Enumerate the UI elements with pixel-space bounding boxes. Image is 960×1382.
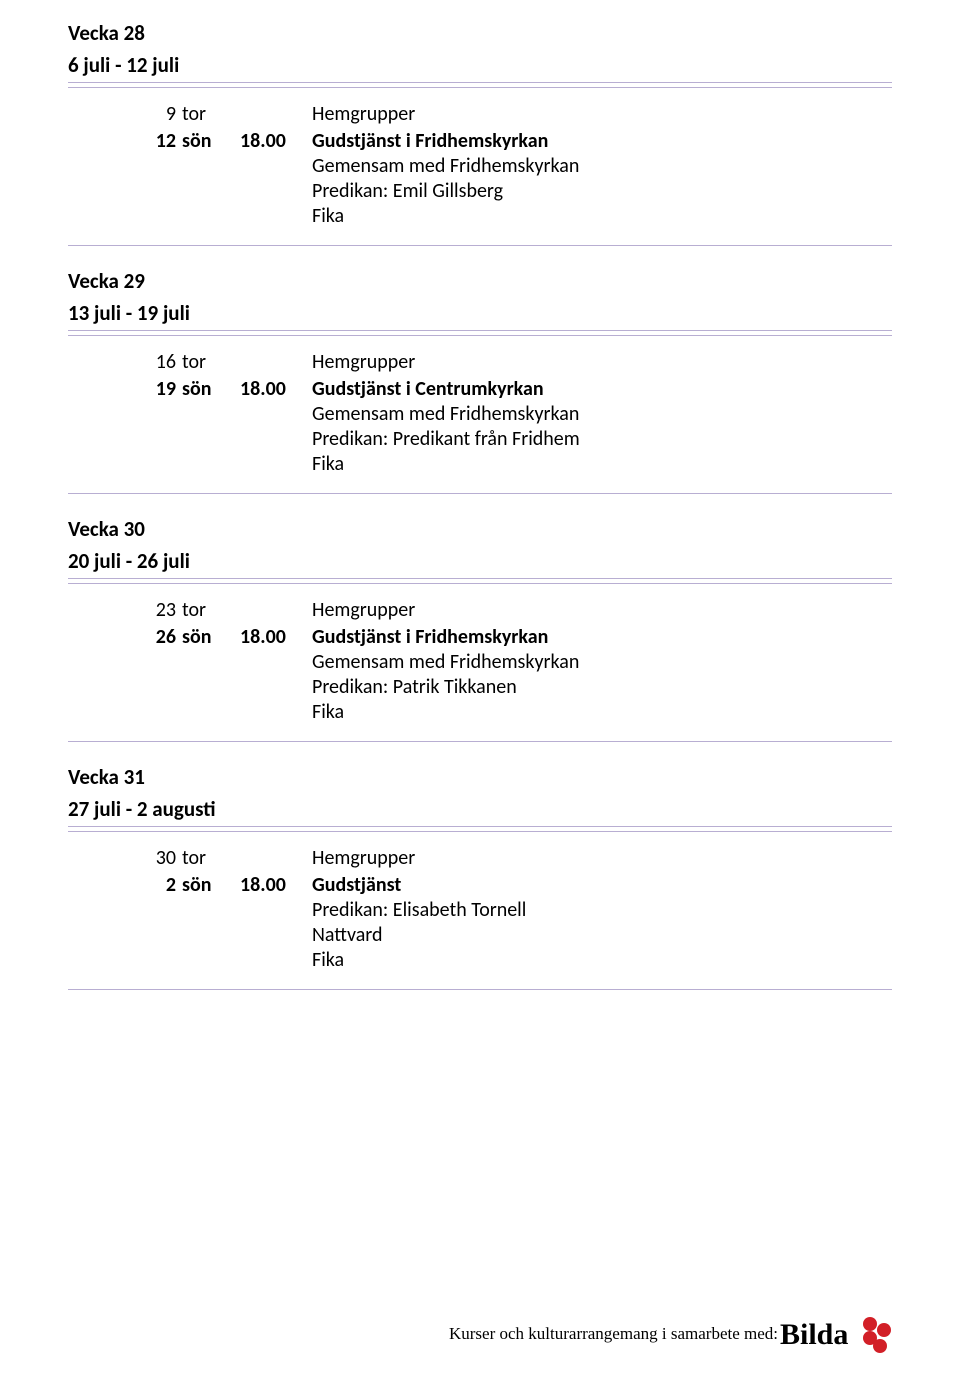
entry-row: 30tor Hemgrupper [140, 846, 892, 871]
description: GudstjänstPredikan: Elisabeth TornellNat… [312, 873, 526, 973]
entry-line: Predikan: Elisabeth Tornell [312, 898, 526, 923]
entry-title: Gudstjänst i Fridhemskyrkan [312, 625, 579, 650]
day-name: tor [182, 350, 240, 374]
footer-text: Kurser och kulturarrangemang i samarbete… [449, 1324, 778, 1344]
logo-text: Bilda [780, 1318, 848, 1351]
entry-line: Gemensam med Fridhemskyrkan [312, 154, 579, 179]
entries: 9torHemgrupper12sön18.00Gudstjänst i Fri… [68, 96, 892, 237]
time: 18.00 [240, 625, 312, 649]
day-name: sön [182, 625, 240, 649]
week-title: Vecka 30 [68, 516, 892, 542]
week-block: Vecka 29 13 juli - 19 juli 16tor Hemgrupper… [68, 268, 892, 494]
single-rule [68, 493, 892, 494]
entries: 16torHemgrupper19sön18.00Gudstjänst i Ce… [68, 344, 892, 485]
week-block: Vecka 286 juli - 12 juli9torHemgrupper12… [68, 20, 892, 246]
day-number: 23 [140, 598, 182, 622]
entry-title: Gudstjänst [312, 873, 526, 898]
double-rule [68, 578, 892, 584]
week-range: 6 juli - 12 juli [68, 52, 892, 78]
day-number: 12 [140, 129, 182, 153]
entry-title: Hemgrupper [312, 350, 415, 375]
day-name: sön [182, 129, 240, 153]
day-number: 19 [140, 377, 182, 401]
entry-line: Gemensam med Fridhemskyrkan [312, 402, 580, 427]
logo-icon [863, 1317, 891, 1353]
entry-title: Gudstjänst i Centrumkyrkan [312, 377, 580, 402]
day-number: 2 [140, 873, 182, 897]
entry-line: Fika [312, 700, 579, 725]
bilda-logo: Bilda [780, 1314, 892, 1354]
entry-line: Fika [312, 452, 580, 477]
entry-line: Predikan: Emil Gillsberg [312, 179, 579, 204]
description: Hemgrupper [312, 598, 415, 623]
entries: 23torHemgrupper26sön18.00Gudstjänst i Fr… [68, 592, 892, 733]
entries: 30torHemgrupper2sön18.00GudstjänstPredik… [68, 840, 892, 981]
schedule-document: Vecka 286 juli - 12 juli9torHemgrupper12… [68, 20, 892, 990]
entry-line: Fika [312, 204, 579, 229]
description: Gudstjänst i FridhemskyrkanGemensam med … [312, 625, 579, 725]
description: Gudstjänst i CentrumkyrkanGemensam med F… [312, 377, 580, 477]
entry-row: 26sön18.00Gudstjänst i FridhemskyrkanGem… [140, 625, 892, 725]
day-name: tor [182, 598, 240, 622]
entry-line: Gemensam med Fridhemskyrkan [312, 650, 579, 675]
entry-title: Hemgrupper [312, 102, 415, 127]
single-rule [68, 989, 892, 990]
single-rule [68, 245, 892, 246]
entry-row: 12sön18.00Gudstjänst i FridhemskyrkanGem… [140, 129, 892, 229]
entry-line: Predikan: Patrik Tikkanen [312, 675, 579, 700]
entry-row: 16tor Hemgrupper [140, 350, 892, 375]
day-name: sön [182, 873, 240, 897]
entry-row: 23tor Hemgrupper [140, 598, 892, 623]
week-block: Vecka 30 20 juli - 26 juli 23tor Hemgrupper… [68, 516, 892, 742]
description: Hemgrupper [312, 350, 415, 375]
time: 18.00 [240, 873, 312, 897]
double-rule [68, 82, 892, 88]
day-name: tor [182, 102, 240, 126]
double-rule [68, 826, 892, 832]
week-block: Vecka 31 27 juli - 2 augusti 30tor Hemgrupp… [68, 764, 892, 990]
entry-row: 9tor Hemgrupper [140, 102, 892, 127]
entry-line: Fika [312, 948, 526, 973]
entry-line: Nattvard [312, 923, 526, 948]
day-number: 16 [140, 350, 182, 374]
entry-title: Gudstjänst i Fridhemskyrkan [312, 129, 579, 154]
day-number: 9 [140, 102, 182, 126]
week-title: Vecka 29 [68, 268, 892, 294]
time: 18.00 [240, 377, 312, 401]
entry-title: Hemgrupper [312, 846, 415, 871]
entry-title: Hemgrupper [312, 598, 415, 623]
description: Hemgrupper [312, 102, 415, 127]
description: Gudstjänst i FridhemskyrkanGemensam med … [312, 129, 579, 229]
day-name: tor [182, 846, 240, 870]
day-number: 26 [140, 625, 182, 649]
week-title: Vecka 31 [68, 764, 892, 790]
day-name: sön [182, 377, 240, 401]
time: 18.00 [240, 129, 312, 153]
day-number: 30 [140, 846, 182, 870]
week-range: 13 juli - 19 juli [68, 300, 892, 326]
single-rule [68, 741, 892, 742]
week-range: 27 juli - 2 augusti [68, 796, 892, 822]
week-range: 20 juli - 26 juli [68, 548, 892, 574]
footer: Kurser och kulturarrangemang i samarbete… [449, 1314, 892, 1354]
description: Hemgrupper [312, 846, 415, 871]
week-title: Vecka 28 [68, 20, 892, 46]
entry-row: 2sön18.00GudstjänstPredikan: Elisabeth T… [140, 873, 892, 973]
entry-row: 19sön18.00Gudstjänst i CentrumkyrkanGeme… [140, 377, 892, 477]
double-rule [68, 330, 892, 336]
entry-line: Predikan: Predikant från Fridhem [312, 427, 580, 452]
